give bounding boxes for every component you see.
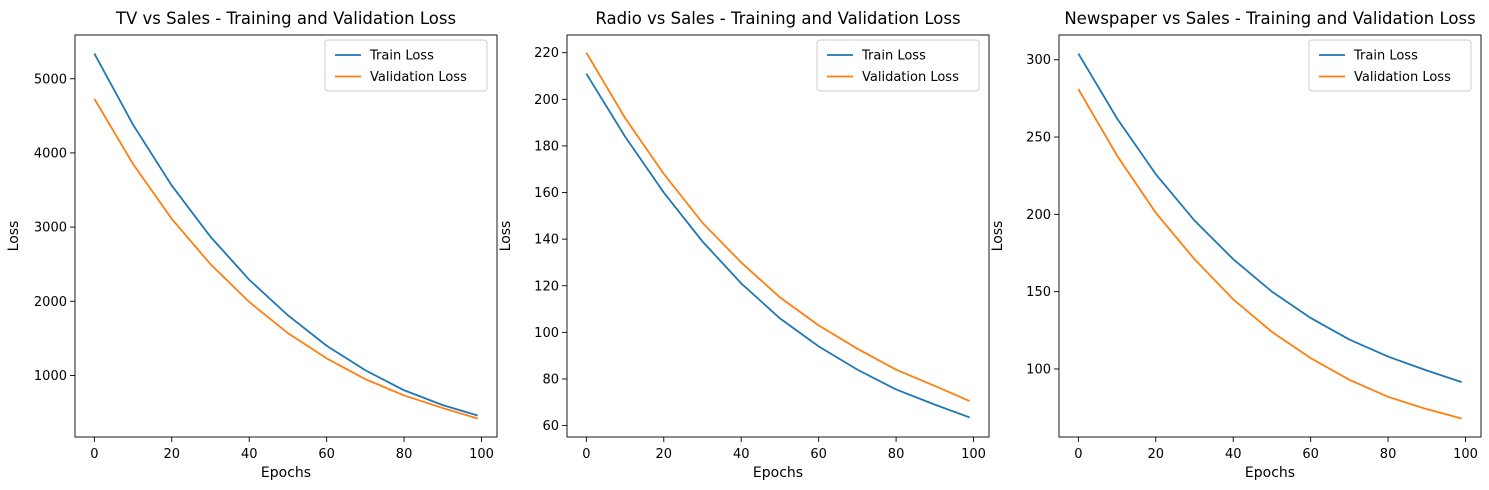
x-tick-label: 40 <box>733 447 750 462</box>
legend-label: Train Loss <box>1353 49 1418 64</box>
legend-label: Train Loss <box>861 49 926 64</box>
legend-box <box>324 39 488 92</box>
y-tick-label: 140 <box>534 233 559 248</box>
y-tick-label: 100 <box>1026 362 1051 377</box>
y-tick-label: 3000 <box>34 221 67 236</box>
x-tick-label: 20 <box>164 447 181 462</box>
legend-label: Validation Loss <box>862 70 959 85</box>
y-tick-label: 300 <box>1026 53 1051 68</box>
y-tick-label: 80 <box>542 372 559 387</box>
legend-label: Validation Loss <box>370 70 467 85</box>
x-tick-label: 0 <box>90 447 98 462</box>
y-tick-label: 180 <box>534 139 559 154</box>
legend-label: Validation Loss <box>1354 70 1451 85</box>
chart-title: Radio vs Sales - Training and Validation… <box>595 9 960 28</box>
x-tick-label: 60 <box>318 447 335 462</box>
x-tick-label: 60 <box>810 447 827 462</box>
series-line-validation-loss <box>93 98 478 420</box>
y-tick-label: 200 <box>1026 208 1051 223</box>
y-tick-label: 120 <box>534 279 559 294</box>
x-tick-label: 40 <box>241 447 258 462</box>
legend-box <box>816 39 980 92</box>
legend-box <box>1308 39 1472 92</box>
y-tick-label: 220 <box>534 46 559 61</box>
chart-title: Newspaper vs Sales - Training and Valida… <box>1064 9 1475 28</box>
y-tick-label: 250 <box>1026 131 1051 146</box>
series-line-train-loss <box>93 53 478 417</box>
chart-panel-3: 0 20 40 60 80 100 100 150 200 250 300 Newspaper vs … <box>990 9 1482 481</box>
x-tick-label: 20 <box>656 447 673 462</box>
x-axis-label: Epochs <box>1245 465 1295 481</box>
chart-title: TV vs Sales - Training and Validation Lo… <box>115 9 456 28</box>
x-tick-label: 100 <box>469 447 494 462</box>
y-tick-label: 60 <box>542 419 559 434</box>
y-tick-label: 2000 <box>34 295 67 310</box>
plot-frame <box>74 34 498 438</box>
y-axis-label: Loss <box>498 221 514 252</box>
x-tick-label: 20 <box>1148 447 1165 462</box>
x-tick-label: 80 <box>888 447 905 462</box>
y-tick-label: 1000 <box>34 369 67 384</box>
x-axis-label: Epochs <box>753 465 803 481</box>
x-tick-label: 100 <box>961 447 986 462</box>
y-tick-label: 200 <box>534 93 559 108</box>
x-tick-label: 80 <box>396 447 413 462</box>
y-axis-label: Loss <box>990 221 1006 252</box>
y-tick-label: 150 <box>1026 285 1051 300</box>
plot-frame <box>566 34 990 438</box>
x-tick-label: 40 <box>1225 447 1242 462</box>
x-axis-label: Epochs <box>261 465 311 481</box>
x-tick-label: 60 <box>1302 447 1319 462</box>
series-line-train-loss <box>1077 53 1462 383</box>
chart-panel-1: 0 20 40 60 80 100 1000 2000 3000 4000 5000 TV vs Sa… <box>6 9 498 481</box>
y-tick-label: 100 <box>534 326 559 341</box>
chart-panel-2: 0 20 40 60 80 100 60 80 100 120 140 160 180 200 220 Rad… <box>498 9 990 481</box>
x-tick-label: 100 <box>1453 447 1478 462</box>
x-tick-label: 80 <box>1380 447 1397 462</box>
series-line-validation-loss <box>1077 88 1462 420</box>
x-tick-label: 0 <box>1074 447 1082 462</box>
legend-label: Train Loss <box>369 49 434 64</box>
y-tick-label: 4000 <box>34 146 67 161</box>
x-tick-label: 0 <box>582 447 590 462</box>
series-line-train-loss <box>585 73 970 419</box>
y-axis-label: Loss <box>6 221 22 252</box>
y-tick-label: 5000 <box>34 72 67 87</box>
series-line-validation-loss <box>585 52 970 402</box>
y-tick-label: 160 <box>534 186 559 201</box>
plot-frame <box>1058 34 1482 438</box>
